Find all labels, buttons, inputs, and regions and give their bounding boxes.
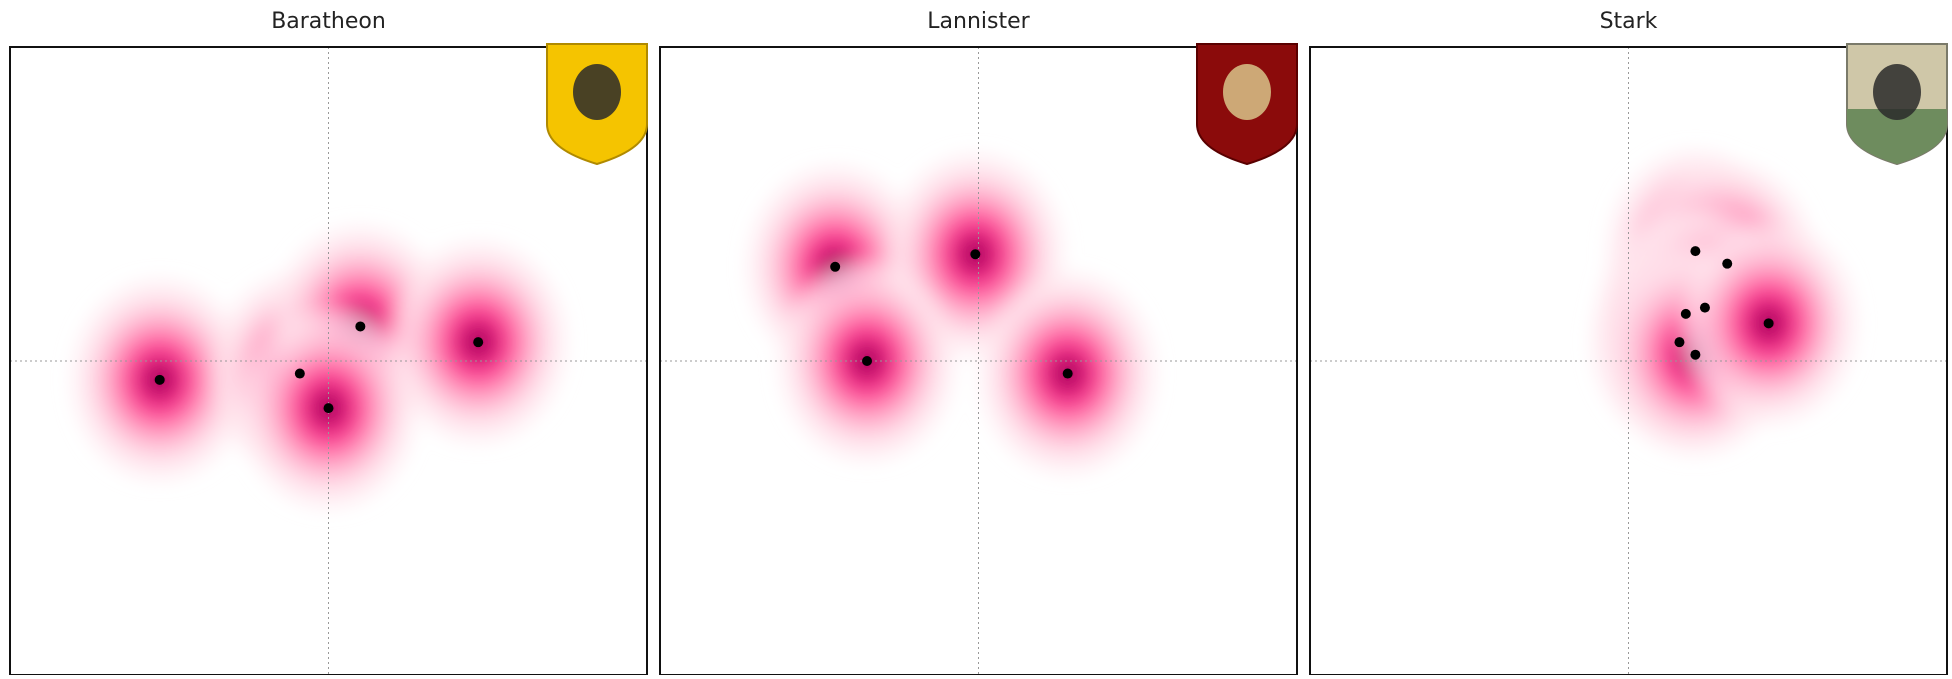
- panel: Baratheon: [9, 9, 648, 676]
- panel-title: Lannister: [927, 9, 1030, 34]
- point: [154, 374, 165, 385]
- point: [1690, 349, 1701, 360]
- crest-emblem: [1223, 64, 1271, 120]
- point: [970, 249, 981, 260]
- point: [1062, 368, 1073, 379]
- point: [1763, 318, 1774, 329]
- panel-title: Baratheon: [271, 9, 386, 34]
- point: [1680, 308, 1691, 319]
- point: [1674, 337, 1685, 348]
- point: [1699, 302, 1710, 313]
- crest-emblem: [573, 64, 621, 120]
- panel: Lannister: [659, 9, 1298, 676]
- point: [355, 321, 366, 332]
- point: [1690, 246, 1701, 257]
- point: [830, 261, 841, 272]
- panel-title: Stark: [1600, 9, 1658, 34]
- point: [323, 403, 334, 414]
- point: [862, 356, 873, 366]
- point: [294, 368, 305, 379]
- point: [473, 337, 484, 348]
- crest-lower: [1847, 109, 1947, 164]
- crest-emblem: [1873, 64, 1921, 120]
- panel: Stark: [1309, 9, 1948, 676]
- point: [1722, 258, 1733, 269]
